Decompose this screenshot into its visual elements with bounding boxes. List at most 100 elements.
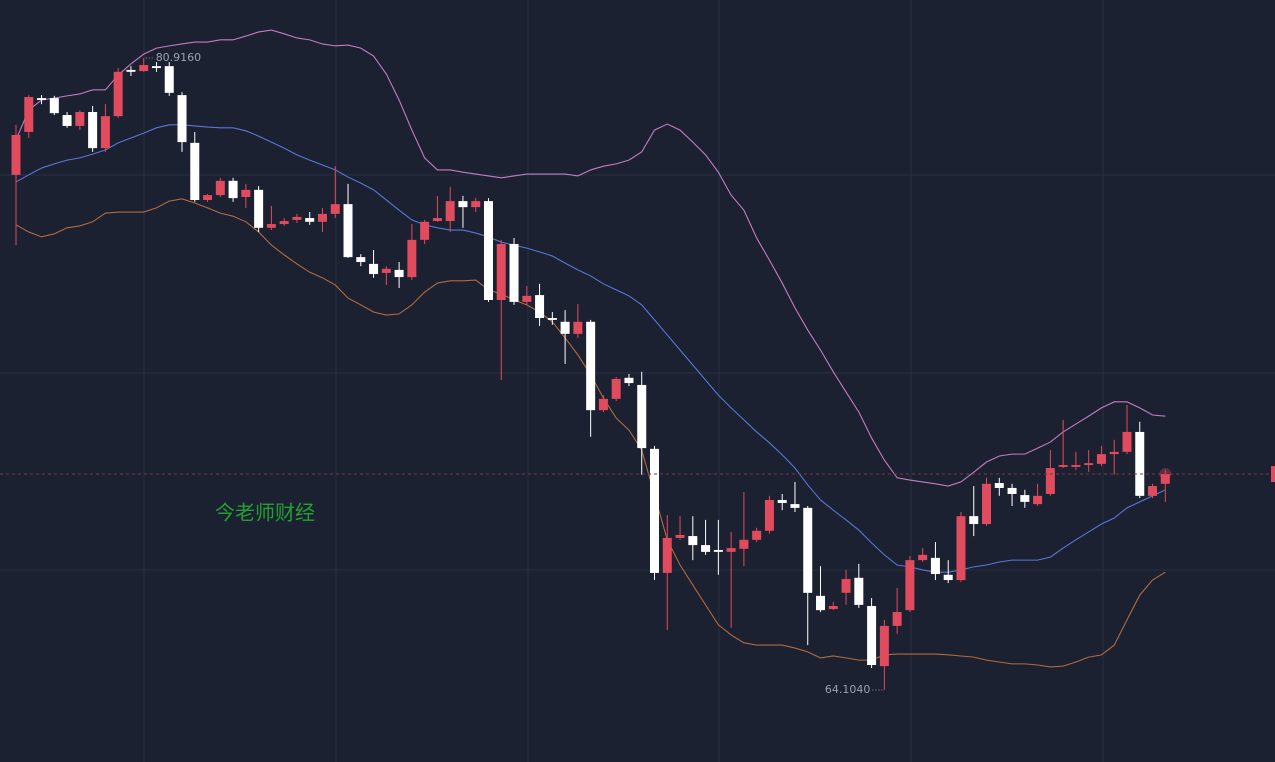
candle-body	[790, 504, 800, 508]
candle-body	[1122, 431, 1132, 452]
candle-body	[1058, 465, 1068, 467]
candle-body	[586, 321, 596, 411]
candle-body	[215, 180, 225, 196]
candle-body	[777, 499, 787, 503]
low-label: 64.1040	[825, 683, 871, 696]
candle-body	[471, 201, 481, 208]
candle-body	[458, 201, 468, 208]
candle-body	[483, 201, 493, 300]
candle-body	[969, 516, 979, 525]
band-line	[15, 29, 1166, 487]
candle-body	[11, 134, 21, 175]
candle-body	[841, 578, 851, 593]
candle-body	[1071, 465, 1081, 467]
candle-body	[828, 605, 838, 609]
candle-body	[139, 65, 149, 72]
candle-body	[1045, 468, 1055, 494]
candle-body	[547, 318, 557, 320]
candle-body	[1096, 454, 1106, 464]
candle-body	[37, 98, 47, 100]
candle-body	[1020, 495, 1030, 502]
candle-body	[1033, 495, 1043, 505]
candle-body	[279, 221, 289, 225]
candle-body	[394, 269, 404, 278]
candle-body	[726, 548, 736, 552]
high-label: 80.9160	[156, 51, 202, 64]
candle-body	[88, 112, 98, 149]
band-line	[15, 124, 1166, 573]
candle-body	[343, 204, 353, 258]
candle-body	[317, 213, 327, 222]
candle-body	[203, 195, 213, 200]
candle-body	[266, 224, 276, 228]
candle-body	[624, 377, 634, 384]
candle-body	[598, 398, 608, 411]
candle-body	[611, 378, 621, 399]
candle-body	[1007, 487, 1017, 494]
candle-body	[816, 595, 826, 611]
candle-body	[701, 545, 711, 552]
candle-body	[560, 321, 570, 334]
candle-body	[100, 116, 110, 149]
candle-body	[879, 625, 889, 667]
candle-body	[75, 112, 85, 126]
candle-body	[662, 537, 672, 573]
candle-body	[254, 189, 264, 228]
candle-body	[509, 243, 519, 302]
candle-body	[943, 574, 953, 581]
candle-body	[854, 577, 864, 605]
candle-body	[1135, 431, 1145, 496]
candle-body	[982, 483, 992, 525]
candle-body	[930, 557, 940, 575]
candle-body	[164, 66, 174, 93]
candle-body	[739, 539, 749, 549]
candle-body	[407, 239, 417, 278]
candle-body	[177, 95, 187, 143]
candle-body	[330, 204, 340, 214]
candle-body	[496, 243, 506, 300]
candle-body	[356, 257, 366, 263]
candle-body	[905, 560, 915, 611]
candle-body	[803, 507, 813, 593]
price-tag	[1271, 466, 1275, 483]
candle-body	[994, 483, 1004, 488]
candle-body	[381, 268, 391, 273]
candle-body	[892, 612, 902, 626]
candle-body	[369, 263, 379, 275]
candle-body	[650, 448, 659, 573]
candle-body	[49, 98, 59, 114]
candle-body	[764, 499, 774, 531]
candle-body	[126, 69, 136, 72]
candle-body	[62, 115, 72, 126]
candle-body	[305, 218, 315, 222]
watermark: 今老师财经	[215, 501, 315, 525]
candle-body	[420, 221, 430, 240]
candle-body	[432, 218, 442, 222]
candle-body	[445, 201, 455, 222]
candle-body	[713, 549, 723, 552]
candle-body	[190, 142, 200, 200]
candle-body	[292, 216, 302, 220]
candle-body	[241, 189, 251, 197]
candle-body	[1084, 463, 1094, 466]
candle-body	[1160, 474, 1170, 484]
candle-body	[535, 295, 545, 319]
candle-body	[637, 384, 647, 449]
candle-body	[522, 295, 532, 302]
candle-body	[113, 71, 123, 117]
candle-body	[1148, 486, 1158, 496]
candle-body	[228, 180, 238, 199]
candle-body	[956, 516, 966, 581]
candle-body	[867, 605, 877, 666]
candle-body	[573, 321, 583, 334]
candle-body	[151, 66, 161, 69]
candle-body	[675, 534, 685, 538]
candle-body	[24, 96, 34, 132]
candle-body	[1109, 451, 1119, 455]
candle-body	[688, 536, 698, 546]
candle-body	[752, 530, 762, 540]
last-price-glow	[1159, 468, 1172, 481]
